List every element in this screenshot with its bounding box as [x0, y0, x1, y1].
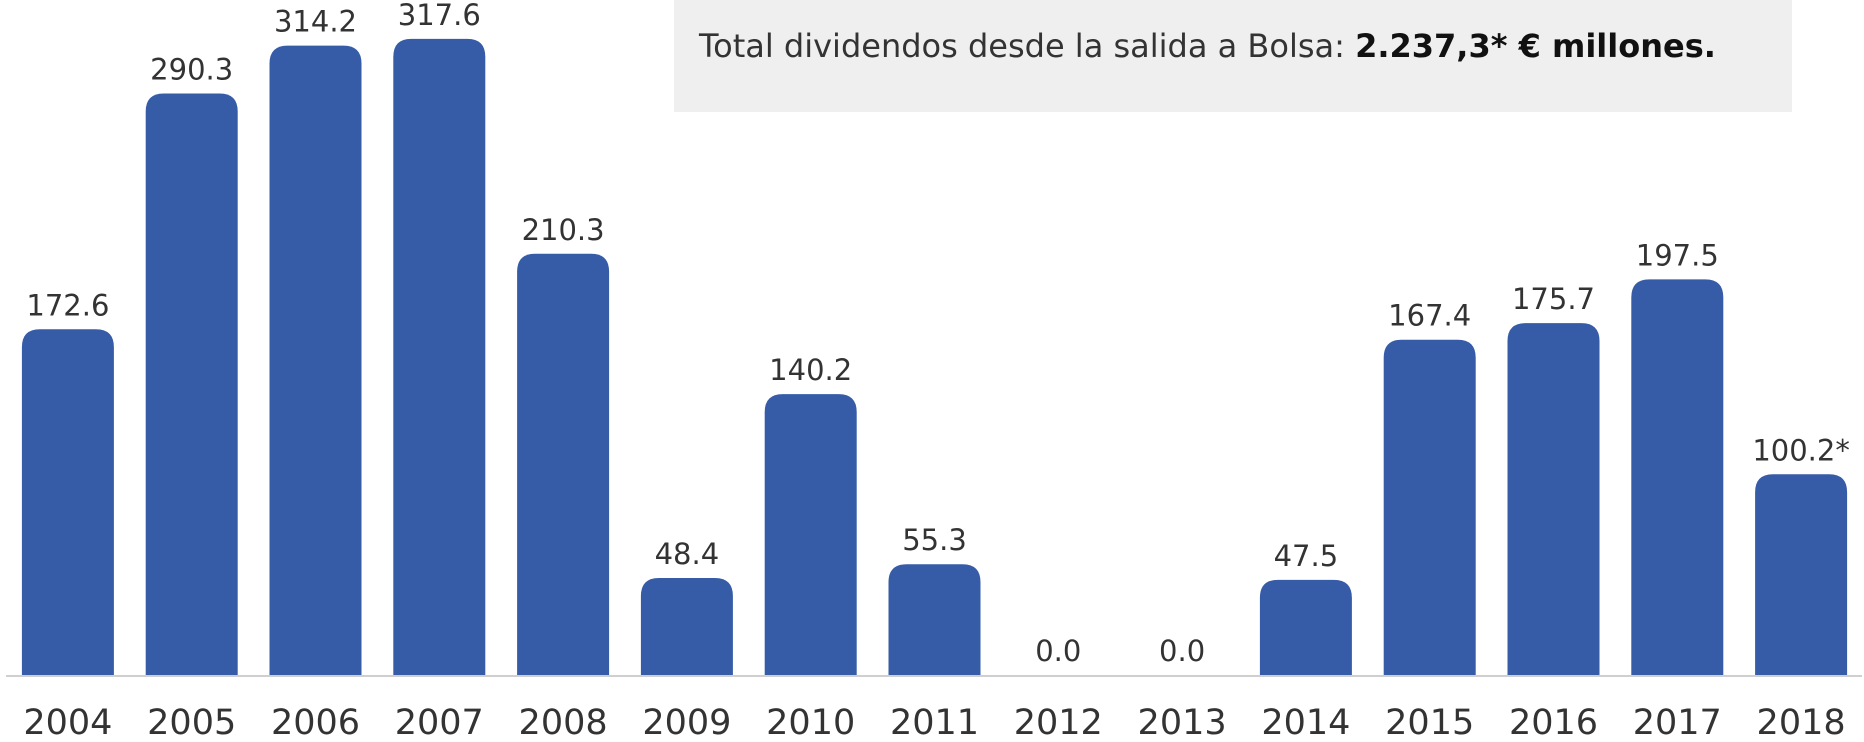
data-label: 0.0: [1035, 634, 1081, 668]
x-tick-label: 2009: [642, 703, 731, 742]
bar: [393, 38, 486, 675]
data-label: 100.2*: [1752, 433, 1850, 467]
x-tick-label: 2014: [1261, 703, 1350, 742]
x-tick-label: 2016: [1509, 703, 1598, 742]
x-tick-label: 2012: [1014, 703, 1103, 742]
bar: [1383, 339, 1476, 675]
bar: [640, 578, 733, 675]
x-tick-label: 2008: [519, 703, 608, 742]
data-label: 314.2: [274, 5, 357, 39]
data-label: 197.5: [1636, 238, 1719, 272]
data-label: 210.3: [522, 213, 605, 247]
data-label: 55.3: [902, 523, 967, 557]
bar: [1259, 579, 1352, 675]
x-tick-label: 2013: [1138, 703, 1227, 742]
bar: [517, 253, 610, 675]
bar: [1507, 323, 1600, 675]
x-tick-label: 2007: [395, 703, 484, 742]
bar: [145, 93, 238, 675]
x-tick-label: 2018: [1757, 703, 1846, 742]
bar: [888, 564, 981, 675]
data-label: 290.3: [150, 53, 233, 87]
annotation-text: Total dividendos desde la salida a Bolsa…: [698, 27, 1355, 65]
x-tick-label: 2010: [766, 703, 855, 742]
data-label: 0.0: [1159, 634, 1205, 668]
annotation-emphasis: 2.237,3* € millones.: [1355, 27, 1716, 65]
data-label: 167.4: [1388, 299, 1471, 333]
bar: [269, 45, 362, 675]
x-tick-label: 2005: [147, 703, 236, 742]
data-label: 317.6: [398, 0, 481, 32]
x-tick-label: 2015: [1385, 703, 1474, 742]
x-tick-label: 2017: [1633, 703, 1722, 742]
x-tick-label: 2011: [890, 703, 979, 742]
x-tick-label: 2004: [23, 703, 112, 742]
bar: [21, 329, 114, 675]
data-label: 140.2: [769, 353, 852, 387]
x-tick-label: 2006: [271, 703, 360, 742]
bar: [764, 394, 857, 675]
data-label: 47.5: [1274, 539, 1339, 573]
bar: [1755, 474, 1848, 675]
annotation-box: [674, 0, 1792, 112]
data-label: 175.7: [1512, 282, 1595, 316]
annotation: Total dividendos desde la salida a Bolsa…: [698, 27, 1716, 65]
data-label: 48.4: [655, 537, 720, 571]
bar: [1631, 279, 1724, 675]
data-label: 172.6: [26, 288, 109, 322]
